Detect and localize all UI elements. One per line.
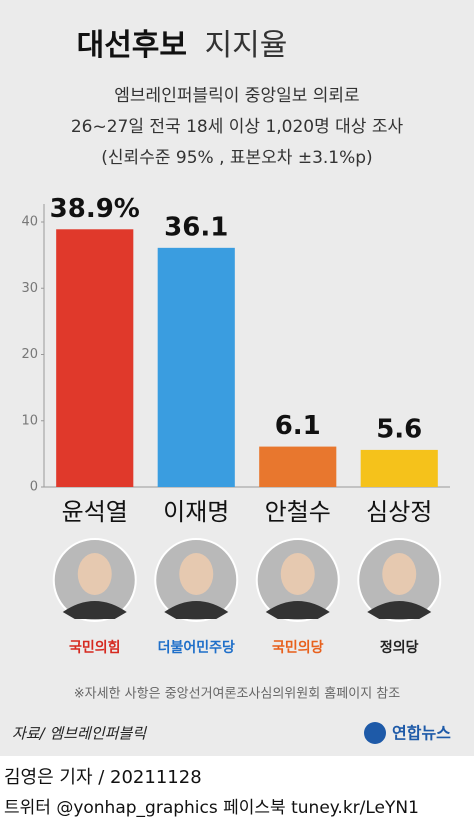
photo-face: [280, 553, 315, 595]
x-tick-label: 이재명: [163, 498, 229, 526]
logo: 연합뉴스: [392, 724, 451, 743]
y-tick-label: 30: [21, 281, 38, 296]
photo-suit: [62, 601, 127, 619]
subtitle: 26~27일 전국 18세 이상 1,020명 대상 조사: [71, 117, 404, 137]
x-tick-label: 안철수: [265, 498, 331, 526]
x-tick-label: 심상정: [366, 498, 432, 526]
photo-suit: [265, 601, 330, 619]
y-tick-label: 20: [21, 347, 38, 362]
social: 트위터 @yonhap_graphics 페이스북 tuney.kr/LeYN1: [4, 798, 419, 818]
y-tick-label: 10: [21, 413, 38, 428]
subtitle: (신뢰수준 95% , 표본오차 ±3.1%p): [101, 148, 372, 168]
value-label: 36.1: [164, 212, 228, 242]
party-name: 국민의힘: [69, 639, 121, 656]
subtitle: 엠브레인퍼블릭이 중앙일보 의뢰로: [114, 86, 359, 106]
photo-face: [382, 553, 417, 595]
value-label: 6.1: [275, 411, 321, 441]
source: 자료/ 엠브레인퍼블릭: [12, 725, 147, 743]
value-label: 5.6: [376, 414, 422, 444]
logo-icon: [364, 722, 386, 744]
photo-face: [77, 553, 112, 595]
photo-suit: [367, 601, 432, 619]
bar: [56, 229, 134, 487]
party-name: 정의당: [380, 639, 419, 656]
bar: [157, 247, 235, 487]
party-name: 국민의당: [272, 639, 324, 656]
photo-face: [179, 553, 214, 595]
x-tick-label: 윤석열: [62, 498, 128, 526]
title-light: 지지율: [205, 28, 288, 63]
party-name: 더불어민주당: [158, 639, 235, 656]
chart-title: 대선후보 지지율: [77, 28, 288, 63]
bar: [259, 446, 337, 487]
photo-suit: [164, 601, 229, 619]
y-tick-label: 0: [30, 480, 38, 495]
title-bold: 대선후보: [77, 28, 187, 63]
note: ※자세한 사항은 중앙선거여론조사심의위원회 홈페이지 참조: [74, 687, 400, 702]
value-label: 38.9%: [50, 194, 140, 224]
y-tick-label: 40: [21, 215, 38, 230]
bar: [360, 449, 438, 487]
byline: 김영은 기자 / 20211128: [4, 767, 202, 788]
